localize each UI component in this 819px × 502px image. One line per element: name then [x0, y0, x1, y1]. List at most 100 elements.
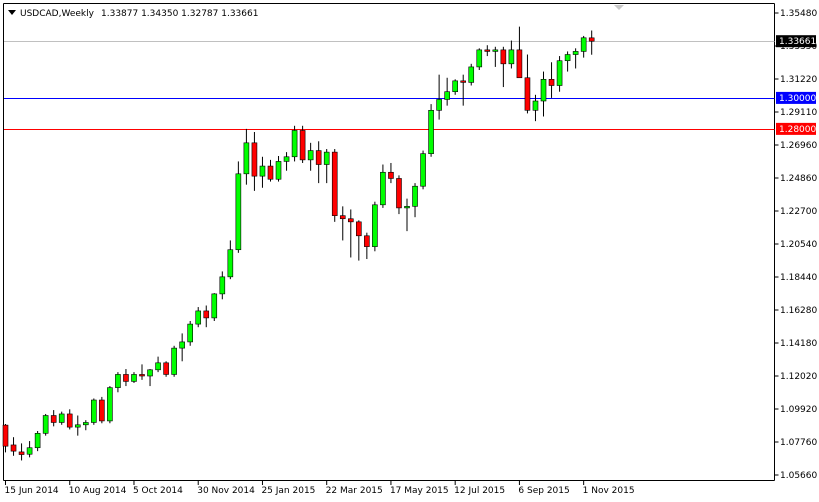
candle	[444, 77, 450, 106]
candle	[556, 56, 563, 92]
horizontal-lines-layer	[4, 41, 775, 130]
candle	[347, 209, 354, 258]
candle-body	[283, 156, 290, 162]
candle-body	[323, 151, 330, 165]
candle	[187, 321, 193, 346]
candle-body	[179, 341, 185, 349]
candle	[356, 220, 362, 261]
candle-body	[18, 451, 25, 455]
candle	[436, 74, 442, 120]
candle-body	[380, 171, 386, 206]
time-tick-label: 6 Sep 2015	[518, 486, 569, 496]
candle-body	[556, 60, 563, 86]
candle	[123, 369, 129, 387]
candle-body	[580, 37, 587, 52]
price-tick-label: 1.16280	[780, 306, 817, 316]
price-tick-label: 1.29110	[780, 108, 817, 118]
candle	[131, 372, 137, 383]
candle	[275, 156, 282, 182]
candle-body	[508, 49, 515, 65]
candle-body	[34, 433, 41, 449]
candle-body	[267, 165, 274, 180]
candle	[516, 26, 523, 79]
candle-body	[516, 49, 523, 79]
candle	[18, 443, 25, 461]
candle-body	[123, 374, 129, 382]
candle	[524, 54, 531, 114]
candle-body	[211, 293, 218, 319]
candle-body	[460, 80, 467, 83]
candle-body	[364, 235, 370, 247]
candle-body	[203, 310, 210, 319]
candle	[83, 420, 89, 431]
candle	[548, 62, 555, 98]
price-label-text: 1.28000	[779, 125, 816, 135]
candle-body	[147, 369, 153, 377]
candle	[564, 51, 571, 72]
candle	[66, 409, 73, 430]
price-tick-label: 1.26960	[780, 141, 817, 151]
candle-body	[339, 215, 346, 220]
time-tick-label: 10 Aug 2014	[69, 486, 127, 496]
candle	[428, 104, 434, 157]
price-label-text: 1.33661	[779, 37, 816, 47]
price-line-labels: 1.33661 1.30000 1.28000	[776, 35, 816, 135]
candle-body	[155, 362, 161, 371]
candle	[484, 45, 491, 57]
candle	[179, 333, 185, 362]
candle	[500, 46, 507, 88]
candle-body	[219, 276, 226, 295]
candle-body	[444, 91, 450, 100]
candle	[476, 48, 483, 71]
candle	[155, 356, 161, 373]
candle-body	[388, 171, 394, 179]
candle-body	[532, 100, 539, 111]
candle-body	[356, 221, 362, 237]
candle	[251, 131, 258, 191]
candle-body	[235, 173, 242, 251]
candle	[26, 441, 33, 458]
candle-body	[452, 80, 458, 93]
dropdown-arrow-icon[interactable]	[8, 10, 16, 15]
time-tick-label: 30 Nov 2014	[197, 486, 255, 496]
price-tick-label: 1.22700	[780, 207, 817, 217]
candle	[364, 232, 370, 260]
candle-body	[26, 447, 33, 455]
candle-body	[42, 415, 49, 434]
candle	[283, 152, 290, 171]
candle	[580, 35, 587, 58]
ohlc-label: 1.33877 1.34350 1.32787 1.33661	[101, 9, 258, 19]
candle-body	[139, 374, 145, 377]
price-label-box	[776, 91, 816, 104]
candle-body	[347, 218, 354, 223]
candle	[74, 415, 81, 436]
candle	[211, 293, 218, 321]
candle	[195, 307, 202, 328]
candle-body	[251, 142, 258, 177]
candle	[2, 424, 9, 453]
candle	[171, 345, 177, 377]
candle	[227, 240, 234, 280]
time-tick-label: 25 Jan 2015	[261, 486, 315, 496]
candle-body	[10, 444, 17, 452]
candle-body	[428, 109, 434, 154]
candle	[34, 431, 41, 452]
time-tick-label: 5 Oct 2014	[133, 486, 183, 496]
candle-body	[436, 99, 442, 111]
candle-body	[291, 130, 298, 158]
time-tick-label: 22 Mar 2015	[326, 486, 383, 496]
price-tick-label: 1.07760	[780, 438, 817, 448]
candle-body	[74, 424, 81, 428]
candle	[323, 149, 330, 184]
candle-body	[564, 54, 571, 62]
candle-body	[66, 413, 73, 428]
chart-shift-marker-icon[interactable]	[614, 5, 624, 10]
candle	[139, 364, 145, 380]
candle-body	[307, 150, 314, 161]
candles-layer	[2, 26, 595, 461]
candle	[235, 161, 242, 253]
candle	[420, 150, 426, 190]
candle	[380, 164, 386, 208]
